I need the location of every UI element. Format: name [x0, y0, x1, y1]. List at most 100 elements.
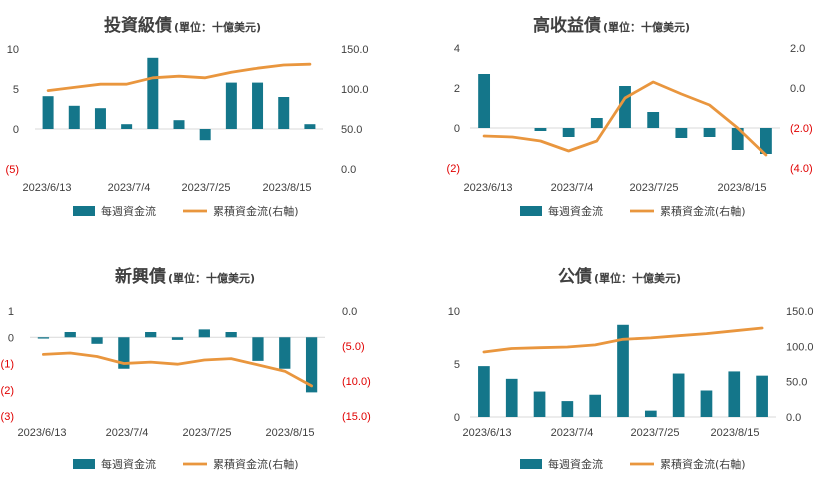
left-axis-tick: 0: [454, 123, 460, 135]
chart-panel-government: 公債 (單位：十億美元) 10 5 0 150.0 100.0 50.0 0.0 2023/6…: [418, 240, 836, 480]
x-axis-tick: 2023/8/15: [263, 182, 312, 194]
x-axis-tick: 2023/7/4: [551, 427, 594, 439]
legend-line-label: 累積資金流(右軸): [213, 457, 299, 471]
x-axis-tick: 2023/7/4: [551, 182, 594, 194]
weekly-flow-bar: [171, 337, 184, 340]
weekly-flow-bar: [700, 390, 713, 417]
right-axis-tick: 0.0: [786, 412, 801, 424]
weekly-flow-bar: [37, 337, 50, 339]
weekly-flow-bar: [728, 371, 741, 417]
left-axis-tick: 0: [454, 412, 460, 424]
x-axis-tick: 2023/7/4: [108, 182, 151, 194]
weekly-flow-bar: [619, 86, 631, 128]
weekly-flow-bar: [478, 366, 490, 417]
weekly-flow-bar: [145, 332, 157, 338]
x-axis-tick: 2023/7/25: [183, 427, 232, 439]
left-axis-tick: 2: [454, 83, 460, 95]
chart-title: 高收益債: [533, 15, 601, 36]
chart-title: 新興債: [115, 266, 166, 287]
cumulative-flow-line: [42, 351, 314, 388]
left-axis-tick: 1: [8, 306, 14, 318]
weekly-flow-bar: [252, 82, 264, 129]
x-axis-tick: 2023/6/13: [464, 182, 513, 194]
left-axis-tick: 4: [454, 43, 460, 55]
chart-panel-investment-grade: 投資級債 (單位：十億美元) 10 5 0 (5) 150.0 100.0 50.0 0.0 2…: [0, 0, 418, 240]
cumulative-flow-line: [46, 62, 312, 92]
chart-subtitle: (單位：十億美元): [603, 20, 690, 34]
x-axis-tick: 2023/6/13: [18, 427, 67, 439]
weekly-flow-bar: [225, 332, 237, 338]
x-axis-tick: 2023/7/25: [631, 427, 680, 439]
right-axis-tick: 0.0: [790, 83, 805, 95]
weekly-flow-bar: [68, 105, 80, 129]
weekly-flow-bar: [198, 329, 210, 338]
left-axis-tick: 5: [454, 359, 460, 371]
weekly-flow-bar: [759, 128, 772, 154]
plot-area: 4 2 0 (2) 2.0 0.0 (2.0) (4.0) 2023/6/13 2023/7/4 2…: [447, 43, 813, 218]
legend-bar-swatch: [520, 206, 542, 216]
plot-area: 1 0 (1) (2) (3) 0.0 (5.0) (10.0) (15.0) 2023/6/13…: [1, 306, 371, 471]
plot-area: 10 5 0 (5) 150.0 100.0 50.0 0.0 2023/6/13 2023/7/…: [6, 44, 369, 218]
weekly-flow-bar: [533, 391, 546, 417]
weekly-flow-bar: [756, 375, 768, 417]
legend-bar-swatch: [520, 459, 542, 469]
chart-title: 公債: [558, 266, 592, 287]
left-axis-tick: 0: [13, 124, 19, 136]
chart-subtitle: (單位：十億美元): [168, 271, 255, 285]
plot-area: 10 5 0 150.0 100.0 50.0 0.0 2023/6/13 2023/7/4 20…: [448, 306, 814, 471]
weekly-flow-bar: [703, 128, 716, 137]
weekly-flow-bar: [672, 373, 685, 417]
weekly-flow-bar: [589, 394, 602, 417]
weekly-flow-bar: [731, 128, 744, 150]
chart-subtitle: (單位：十億美元): [174, 20, 261, 34]
cumulative-flow-line: [482, 80, 768, 157]
legend-line-label: 累積資金流(右軸): [660, 457, 746, 471]
chart-panel-high-yield: 高收益債 (單位：十億美元) 4 2 0 (2) 2.0 0.0 (2.0) (4.0) 202…: [418, 0, 836, 240]
legend-bar-label: 每週資金流: [548, 457, 603, 471]
chart-subtitle: (單位：十億美元): [594, 271, 681, 285]
right-axis-tick: (10.0): [342, 376, 371, 388]
x-axis-tick: 2023/7/25: [630, 182, 679, 194]
right-axis-tick: 100.0: [786, 341, 814, 353]
legend-bar-swatch: [73, 459, 95, 469]
left-axis-tick: 10: [448, 306, 460, 318]
left-axis-tick: (2): [447, 163, 460, 175]
right-axis-tick: 150.0: [341, 44, 369, 56]
legend-bar-label: 每週資金流: [101, 457, 156, 471]
weekly-flow-bar: [278, 97, 290, 129]
right-axis-tick: (15.0): [342, 411, 371, 423]
x-axis-tick: 2023/7/4: [106, 427, 149, 439]
weekly-flow-bar: [644, 410, 657, 417]
weekly-flow-bar: [42, 96, 54, 129]
x-axis-tick: 2023/8/15: [718, 182, 767, 194]
legend-line-label: 累積資金流(右軸): [660, 204, 746, 218]
left-axis-tick: (3): [1, 411, 14, 423]
weekly-flow-bar: [279, 337, 291, 369]
weekly-flow-bar: [225, 82, 237, 129]
right-axis-tick: 50.0: [786, 377, 807, 389]
left-axis-tick: 5: [13, 84, 19, 96]
right-axis-tick: 150.0: [786, 306, 814, 318]
weekly-flow-bar: [647, 112, 660, 128]
x-axis-tick: 2023/6/13: [463, 427, 512, 439]
right-axis-tick: 0.0: [341, 164, 356, 176]
weekly-flow-bar: [478, 74, 491, 128]
weekly-flow-bar: [64, 332, 76, 338]
weekly-flow-bar: [252, 337, 264, 361]
weekly-flow-bar: [91, 337, 103, 344]
right-axis-tick: (2.0): [790, 123, 813, 135]
x-axis-tick: 2023/6/13: [23, 182, 72, 194]
chart-svg: 公債 (單位：十億美元) 10 5 0 150.0 100.0 50.0 0.0 2023/6…: [448, 266, 814, 471]
legend-bar-swatch: [73, 206, 95, 216]
left-axis-tick: 10: [7, 44, 19, 56]
weekly-flow-bar: [590, 118, 603, 128]
weekly-flow-bar: [534, 128, 547, 131]
right-axis-tick: 2.0: [790, 43, 805, 55]
weekly-flow-bar: [304, 124, 316, 129]
chart-title: 投資級債: [104, 15, 172, 36]
legend-bar-label: 每週資金流: [548, 204, 603, 218]
weekly-flow-bar: [562, 128, 575, 137]
weekly-flow-bar: [173, 120, 185, 129]
right-axis-tick: 0.0: [342, 306, 357, 318]
chart-svg: 高收益債 (單位：十億美元) 4 2 0 (2) 2.0 0.0 (2.0) (4.0) 202…: [447, 15, 813, 218]
